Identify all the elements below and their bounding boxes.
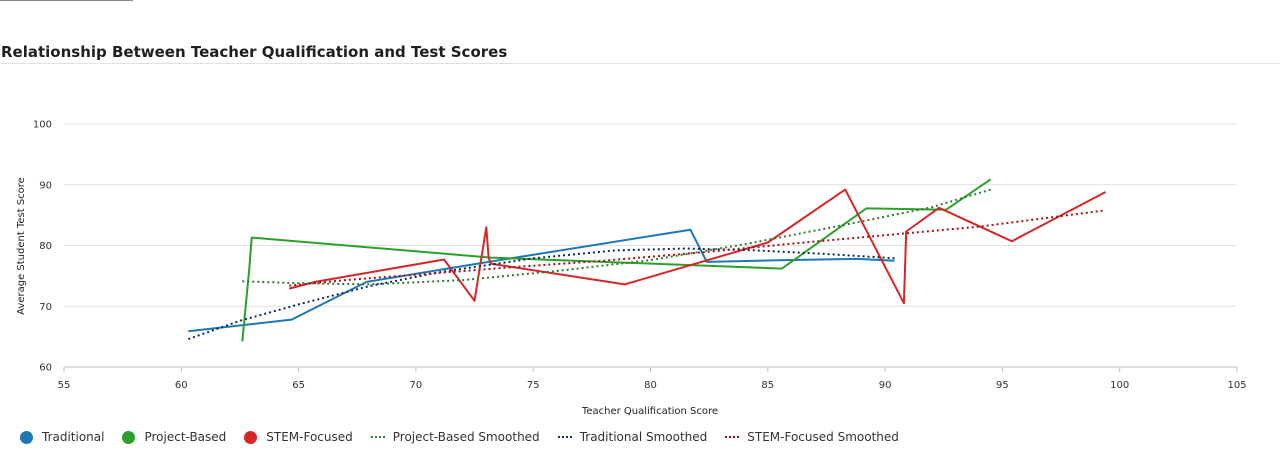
series-line-stem-focused-smoothed (289, 209, 1106, 287)
y-axis-label: Average Student Test Score (16, 177, 27, 315)
y-tick-label: 60 (39, 363, 52, 374)
legend-label: Traditional (42, 430, 105, 444)
top-divider (0, 0, 133, 1)
chart-legend: Traditional Project-Based STEM-Focused Proj… (20, 430, 917, 444)
x-tick-label: 95 (996, 380, 1009, 391)
series-line-stem-focused (288, 188, 1107, 305)
x-tick-label: 90 (879, 380, 892, 391)
legend-item-stem-focused-smoothed[interactable]: STEM-Focused Smoothed (725, 430, 899, 444)
grid-layer: 60 70 80 90 100 55 60 65 70 75 80 85 90 95 100 105 (33, 120, 1247, 392)
title-divider (0, 63, 1280, 64)
y-tick-label: 80 (39, 241, 52, 252)
legend-label: STEM-Focused Smoothed (747, 430, 899, 444)
legend-label: STEM-Focused (266, 430, 353, 444)
x-tick-label: 55 (58, 380, 71, 391)
legend-swatch (244, 430, 258, 444)
x-axis-label: Teacher Qualification Score (581, 406, 718, 417)
legend-item-stem-focused[interactable]: STEM-Focused (244, 430, 353, 444)
legend-swatch (20, 430, 33, 444)
series-line-project-based-smoothed (242, 188, 991, 286)
x-tick-label: 60 (175, 380, 188, 391)
chart-title: Relationship Between Teacher Qualificati… (1, 43, 508, 61)
y-tick-label: 70 (39, 302, 52, 313)
y-tick-label: 100 (33, 120, 52, 131)
x-tick-label: 100 (1110, 380, 1129, 391)
legend-swatch (370, 436, 385, 438)
legend-item-traditional-smoothed[interactable]: Traditional Smoothed (557, 430, 708, 444)
legend-swatch (725, 436, 740, 438)
legend-label: Traditional Smoothed (579, 430, 708, 444)
legend-swatch (122, 430, 136, 444)
series-line-project-based (241, 178, 992, 342)
legend-item-project-based[interactable]: Project-Based (122, 430, 226, 444)
legend-item-project-based-smoothed[interactable]: Project-Based Smoothed (370, 430, 540, 444)
x-tick-label: 85 (761, 380, 774, 391)
series-line-traditional (188, 228, 895, 333)
legend-label: Project-Based (144, 430, 227, 444)
series-line-traditional-smoothed (187, 247, 895, 341)
legend-label: Project-Based Smoothed (392, 430, 540, 444)
x-tick-label: 105 (1227, 380, 1246, 391)
legend-swatch (557, 436, 572, 438)
y-tick-label: 90 (39, 180, 52, 191)
legend-item-traditional[interactable]: Traditional (20, 430, 104, 444)
series-layer (187, 178, 1107, 342)
x-tick-label: 75 (527, 380, 540, 391)
x-tick-label: 65 (292, 380, 305, 391)
x-tick-label: 80 (644, 380, 657, 391)
x-tick-label: 70 (410, 380, 423, 391)
